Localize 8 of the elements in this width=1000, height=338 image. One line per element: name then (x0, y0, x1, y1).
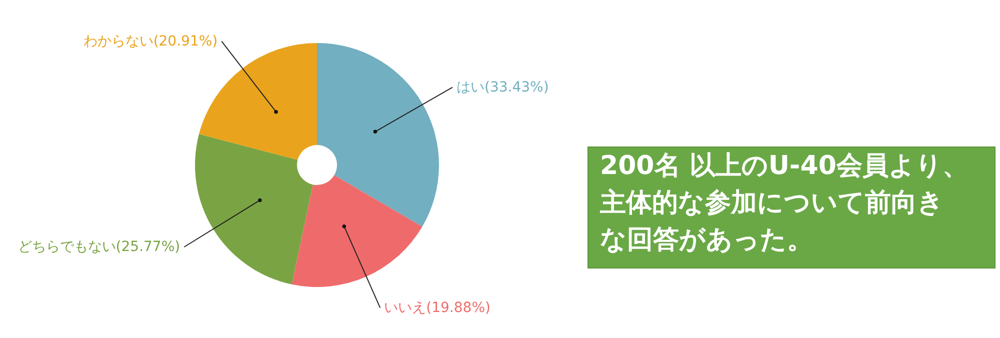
donut-slice (195, 134, 313, 284)
slice-label: どちらでもない(25.77%) (18, 239, 180, 255)
slice-label: いいえ(19.88%) (384, 300, 490, 316)
slice-label: わからない(20.91%) (83, 33, 218, 50)
donut-slice (317, 43, 439, 227)
slice-label: はい(33.43%) (456, 79, 549, 96)
text: 200名 以上のU-40会員より、主体的な参加について前向きな回答があった。 (599, 151, 968, 255)
donut-slice (292, 175, 422, 287)
